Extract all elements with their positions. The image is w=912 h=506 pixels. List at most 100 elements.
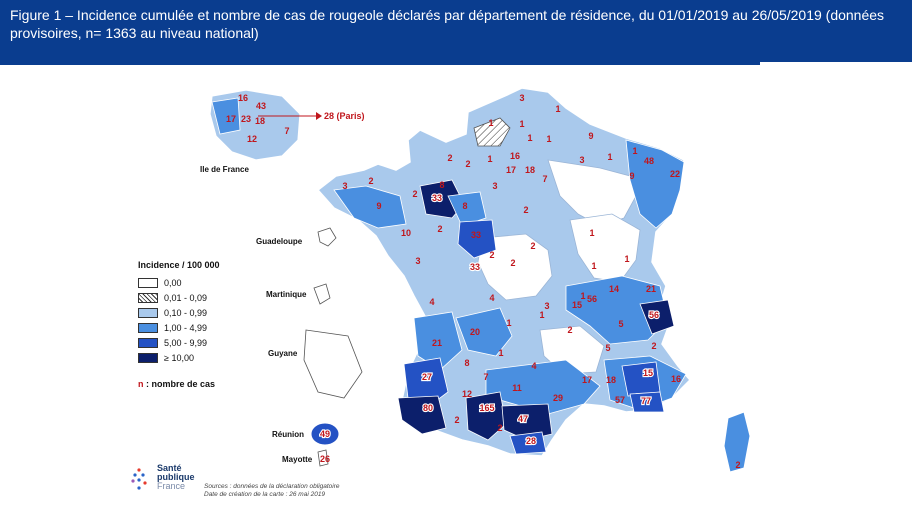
department-case-count: 2	[530, 241, 535, 251]
zone-bouches-rhone	[621, 361, 661, 397]
department-case-count: 165	[479, 403, 494, 413]
department-case-count: 16	[510, 151, 520, 161]
zone-gironde	[403, 357, 449, 405]
logo-dot	[137, 486, 141, 490]
sante-publique-logo	[131, 468, 147, 490]
department-case-count: 3	[519, 93, 524, 103]
department-case-count: 8	[462, 201, 467, 211]
department-case-count: 2	[523, 205, 528, 215]
department-case-count: 17	[506, 165, 516, 175]
department-case-count: 9	[588, 131, 593, 141]
department-case-count: 43	[256, 101, 266, 111]
department-case-count: 18	[525, 165, 535, 175]
figure-title: Figure 1 – Incidence cumulée et nombre d…	[10, 7, 885, 41]
department-case-count: 9	[376, 201, 381, 211]
legend-label: 5,00 - 9,99	[164, 338, 208, 348]
department-case-count: 28	[526, 436, 536, 446]
legend-swatch	[138, 278, 158, 288]
department-case-count: 1	[488, 118, 493, 128]
department-case-count: 4	[429, 297, 434, 307]
department-case-count: 9	[629, 171, 634, 181]
white-zone-northeast	[547, 159, 637, 227]
martinique-inset	[313, 283, 331, 305]
legend-label: 0,00	[164, 278, 182, 288]
legend-item-0: 0,00	[138, 277, 182, 289]
zone-nouvelle-aquitaine-west	[413, 311, 463, 371]
zone-haute-garonne	[465, 391, 507, 441]
department-case-count: 77	[641, 396, 651, 406]
department-case-count: 1	[546, 134, 551, 144]
department-case-count: 11	[512, 383, 522, 393]
corsica-inset	[723, 411, 751, 473]
logo-dot	[137, 468, 141, 472]
department-case-count: 17	[226, 114, 236, 124]
department-case-count: 20	[470, 327, 480, 337]
guadeloupe-inset	[317, 227, 337, 247]
department-case-count: 1	[607, 152, 612, 162]
legend-label: ≥ 10,00	[164, 353, 194, 363]
legend-label: 0,01 - 0,09	[164, 293, 208, 303]
department-case-count: 14	[609, 284, 619, 294]
legend-note: n : nombre de cas	[138, 379, 215, 389]
department-case-count: 49	[320, 429, 330, 439]
department-case-count: 1	[624, 254, 629, 264]
department-case-count: 2	[735, 460, 740, 470]
department-case-count: 80	[423, 403, 433, 413]
legend-item-3: 1,00 - 4,99	[138, 322, 207, 334]
department-case-count: 7	[483, 372, 488, 382]
department-case-count: 57	[615, 395, 625, 405]
department-case-count: 2	[437, 224, 442, 234]
zone-haute-savoie	[639, 299, 675, 335]
department-case-count: 15	[572, 300, 582, 310]
department-case-count: 2	[489, 250, 494, 260]
department-case-count: 22	[670, 169, 680, 179]
department-case-count: 5	[605, 343, 610, 353]
department-case-count: 2	[651, 341, 656, 351]
legend-swatch	[138, 323, 158, 333]
legend-label: 1,00 - 4,99	[164, 323, 208, 333]
department-case-count: 7	[542, 174, 547, 184]
department-case-count: 18	[255, 116, 265, 126]
department-case-count: 4	[489, 293, 494, 303]
legend-item-1: 0,01 - 0,09	[138, 292, 207, 304]
department-case-count: 3	[544, 301, 549, 311]
department-case-count: 56	[587, 294, 597, 304]
map-sources: Sources : données de la déclaration obli…	[204, 483, 340, 499]
region-label-reunion: Réunion	[272, 430, 304, 439]
department-case-count: 2	[412, 189, 417, 199]
logo-line-1: Santé	[157, 463, 182, 473]
department-case-count: 29	[553, 393, 563, 403]
department-case-count: 33	[471, 230, 481, 240]
department-case-count: 5	[618, 319, 623, 329]
white-zone-centre-east	[569, 213, 641, 283]
department-case-count: 2	[497, 423, 502, 433]
legend-swatch	[138, 353, 158, 363]
hatched-zone-normandy	[473, 117, 511, 147]
department-case-count: 12	[462, 389, 472, 399]
department-case-count: 12	[247, 134, 257, 144]
department-case-count: 1	[539, 310, 544, 320]
department-case-count: 23	[241, 114, 251, 124]
zone-pyrenees-orientales	[509, 431, 547, 455]
reunion-inset	[310, 422, 340, 446]
paris-callout-label: 28 (Paris)	[324, 111, 365, 121]
logo-line-2: publique	[157, 472, 195, 482]
legend-title: Incidence / 100 000	[138, 260, 220, 270]
department-case-count: 2	[447, 153, 452, 163]
white-zone-centre	[477, 233, 553, 301]
idf-inset-west	[211, 97, 241, 135]
department-case-count: 1	[591, 261, 596, 271]
logo-dot	[133, 473, 137, 477]
department-case-count: 3	[492, 181, 497, 191]
guyane-inset	[303, 329, 363, 399]
department-case-count: 47	[518, 414, 528, 424]
department-case-count: 21	[432, 338, 442, 348]
zone-alsace-lorraine	[625, 139, 685, 229]
logo-dot	[131, 479, 135, 483]
department-case-count: 15	[643, 368, 653, 378]
sources-line: Sources : données de la déclaration obli…	[204, 483, 340, 490]
map-date-line: Date de création de la carte : 26 mai 20…	[204, 491, 326, 498]
logo-dot	[137, 478, 141, 482]
